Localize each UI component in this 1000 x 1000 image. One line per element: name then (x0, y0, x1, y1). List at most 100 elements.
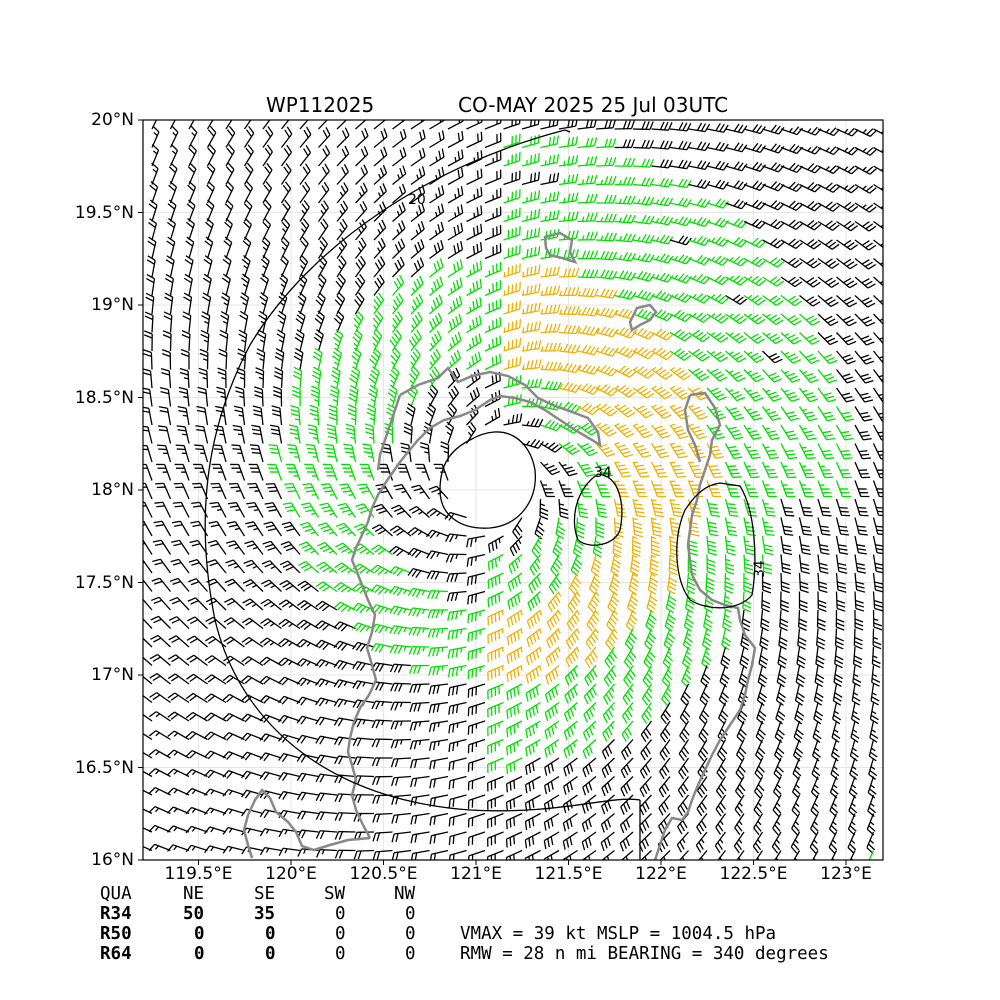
wind-barb (743, 443, 761, 460)
wind-barb (143, 751, 153, 759)
wind-barb (242, 598, 264, 611)
wind-barb (333, 621, 356, 632)
wind-barb (484, 280, 502, 297)
wind-barb (467, 775, 486, 791)
wind-barb (143, 349, 153, 370)
wind-barb (543, 831, 560, 850)
wind-barb (314, 658, 338, 668)
wind-barb (669, 235, 692, 246)
wind-barb (873, 128, 883, 135)
wind-barb (484, 243, 502, 260)
wind-barb (222, 826, 245, 835)
wind-barb (521, 190, 541, 204)
wind-barb (269, 424, 283, 444)
wind-barb (761, 424, 780, 441)
wind-barb (280, 144, 293, 167)
wind-barb (148, 768, 171, 778)
wind-barb (831, 720, 841, 743)
wind-barb (467, 738, 486, 754)
wind-barb (506, 609, 523, 628)
wind-barb (316, 848, 338, 858)
wind-barb (370, 584, 393, 595)
wind-barb (649, 554, 660, 576)
wind-barb (333, 582, 356, 593)
wind-barb (355, 120, 367, 130)
wind-barb (166, 825, 190, 833)
wind-barb (743, 554, 754, 575)
wind-barb (163, 311, 173, 333)
wind-barb (614, 365, 637, 378)
wind-barb (834, 628, 845, 650)
wind-barb (851, 683, 861, 706)
wind-barb (299, 145, 312, 167)
wind-barb (688, 160, 711, 171)
wind-barb (621, 720, 634, 742)
wind-barb (152, 539, 172, 555)
wind-barb (231, 444, 246, 463)
wind-barb (705, 572, 715, 595)
wind-barb (525, 701, 541, 720)
wind-barb (244, 540, 264, 555)
wind-barb (816, 609, 826, 631)
wind-barb (333, 736, 356, 746)
wind-barb (540, 361, 562, 371)
wind-barb (188, 144, 197, 167)
wind-barb (484, 206, 502, 223)
wind-barb (780, 591, 790, 613)
wind-barb (521, 171, 540, 186)
wind-barb (373, 219, 387, 241)
wind-barb (238, 329, 248, 352)
wind-barb (723, 591, 733, 613)
wind-barb (484, 353, 502, 371)
wind-barb (310, 385, 320, 407)
wind-barb (799, 200, 822, 212)
wind-barb (613, 442, 634, 458)
wind-barb (448, 812, 467, 827)
wind-barb (152, 558, 172, 574)
wind-barb (817, 406, 836, 422)
wind-barb (166, 236, 176, 259)
wind-barb (503, 170, 521, 186)
wind-barb (588, 572, 601, 596)
tick-marks (138, 119, 847, 865)
wind-barb (149, 711, 171, 722)
wind-barb (185, 825, 208, 834)
wind-barb (577, 422, 599, 436)
wind-barb (318, 120, 328, 130)
wind-barb (780, 517, 794, 536)
wind-barb (204, 845, 227, 854)
wind-barb (336, 182, 349, 204)
wind-barb (447, 331, 462, 352)
wind-barb (157, 425, 172, 444)
wind-barb (389, 585, 412, 597)
wind-barb (677, 794, 690, 816)
wind-barb (447, 385, 459, 407)
wind-barb (487, 812, 504, 829)
wind-barb (647, 572, 659, 595)
wind-barb (203, 788, 227, 796)
wind-barb (150, 596, 171, 611)
wind-barb (466, 297, 482, 315)
wind-barb (408, 607, 430, 617)
wind-barb (651, 121, 673, 131)
wind-barb (419, 441, 431, 463)
wind-barb (336, 145, 350, 167)
wind-barb (428, 485, 449, 500)
contour-label-34-a: 34 (594, 465, 612, 481)
wind-barb (540, 266, 560, 278)
wind-barb (427, 627, 449, 638)
wind-barb (540, 191, 560, 204)
y-tick-label: 18.5°N (74, 387, 134, 408)
wind-barb (315, 773, 338, 783)
wind-barb (632, 158, 655, 168)
wind-barb (298, 541, 319, 555)
wind-barb (688, 254, 711, 266)
wind-barb (467, 609, 486, 624)
wind-barb (371, 757, 393, 767)
wind-barb (336, 127, 350, 148)
wind-barb (550, 554, 563, 577)
wind-barb (187, 180, 197, 204)
wind-barb (206, 144, 216, 167)
wind-barb (204, 712, 227, 722)
wind-barb (341, 463, 357, 481)
